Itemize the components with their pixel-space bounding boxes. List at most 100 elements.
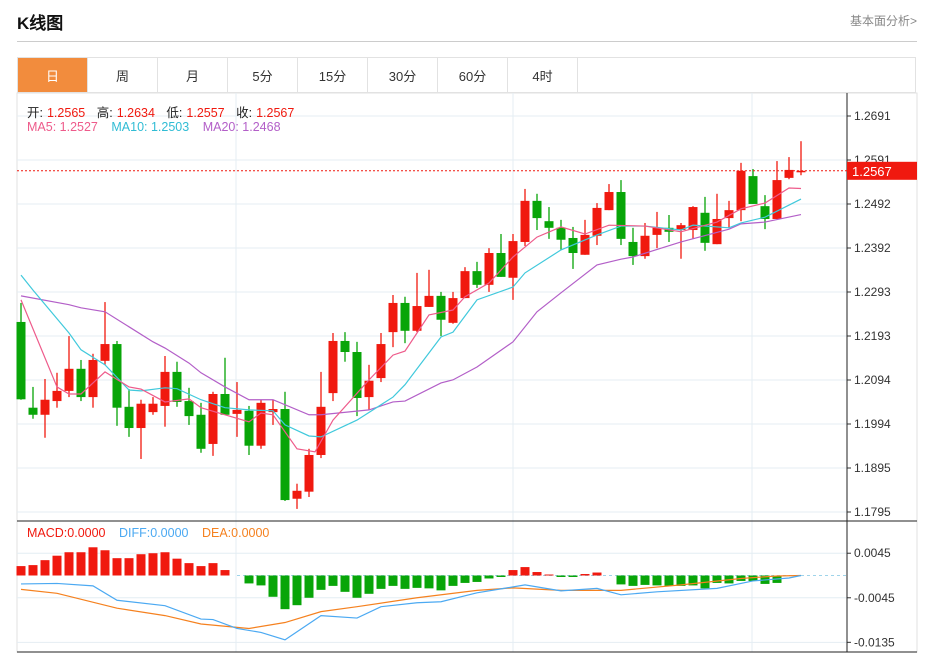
macd-bar [496, 575, 506, 577]
candle-down[interactable] [616, 192, 626, 239]
candle-up[interactable] [508, 241, 518, 278]
candle-down[interactable] [472, 271, 482, 285]
macd-bar [196, 566, 206, 576]
macd-bar [544, 574, 554, 576]
candle-down[interactable] [220, 393, 230, 415]
candle-up[interactable] [316, 406, 326, 455]
candle-down[interactable] [760, 206, 770, 219]
macd-bar [424, 575, 434, 589]
open-label: 开: [27, 106, 43, 120]
tab-week[interactable]: 周 [88, 58, 158, 92]
macd-bar [580, 574, 590, 576]
candle-up[interactable] [772, 180, 782, 219]
candle-down[interactable] [628, 241, 638, 257]
candle-up[interactable] [208, 393, 218, 444]
macd-bar [64, 552, 74, 576]
candle-up[interactable] [376, 344, 386, 379]
ohlc-legend: 开: 1.2565 高: 1.2634 低: 1.2557 收: 1.2567 [27, 102, 302, 121]
candle-down[interactable] [532, 200, 542, 219]
candle-up[interactable] [364, 380, 374, 398]
macd-bar [304, 575, 314, 598]
candle-down[interactable] [436, 295, 446, 320]
macd-bar [160, 552, 170, 576]
candle-up[interactable] [64, 368, 74, 391]
current-price-badge [847, 161, 917, 180]
candle-up[interactable] [796, 170, 806, 173]
candle-up[interactable] [520, 200, 530, 242]
candle-down[interactable] [124, 406, 134, 429]
macd-bar [268, 575, 278, 597]
candle-down[interactable] [496, 253, 506, 277]
candle-down[interactable] [748, 176, 758, 204]
candle-up[interactable] [232, 409, 242, 414]
candle-up[interactable] [784, 169, 794, 178]
macd-bar [520, 567, 530, 576]
candle-up[interactable] [676, 225, 686, 231]
candle-up[interactable] [148, 403, 158, 413]
candle-up[interactable] [328, 340, 338, 394]
candle-down[interactable] [28, 407, 38, 415]
open-value: 1.2565 [46, 106, 86, 120]
y-tick-label: 1.1994 [854, 417, 891, 431]
macd-bar [16, 566, 26, 576]
candle-up[interactable] [136, 403, 146, 429]
macd-bar [616, 575, 626, 585]
macd-bar [184, 563, 194, 576]
tab-day[interactable]: 日 [18, 58, 88, 92]
macd-bar [472, 575, 482, 582]
candle-down[interactable] [280, 409, 290, 501]
candle-down[interactable] [352, 352, 362, 398]
candle-up[interactable] [580, 234, 590, 255]
candle-up[interactable] [460, 271, 470, 299]
ma10-line [20, 198, 802, 438]
candle-up[interactable] [412, 306, 422, 331]
candle-down[interactable] [196, 414, 206, 449]
candle-up[interactable] [88, 359, 98, 398]
candle-up[interactable] [484, 253, 494, 285]
candle-up[interactable] [604, 192, 614, 211]
macd-bar [412, 575, 422, 588]
candle-down[interactable] [16, 321, 26, 400]
y-tick-label: 1.2492 [854, 197, 891, 211]
candle-down[interactable] [544, 221, 554, 228]
candle-up[interactable] [592, 207, 602, 236]
candle-up[interactable] [304, 454, 314, 492]
candle-up[interactable] [292, 490, 302, 499]
dea-line [20, 574, 802, 630]
candle-up[interactable] [388, 302, 398, 333]
tab-15min[interactable]: 15分 [298, 58, 368, 92]
candle-up[interactable] [424, 295, 434, 307]
fundamental-analysis-link[interactable]: 基本面分析> [849, 14, 917, 28]
candle-up[interactable] [160, 371, 170, 406]
candle-down[interactable] [76, 368, 86, 398]
candle-up[interactable] [100, 344, 110, 361]
candle-up[interactable] [256, 402, 266, 446]
tab-60min[interactable]: 60分 [438, 58, 508, 92]
candle-down[interactable] [340, 340, 350, 353]
tab-4hour[interactable]: 4时 [508, 58, 578, 92]
candle-down[interactable] [400, 302, 410, 331]
candle-up[interactable] [52, 390, 62, 402]
candle-up[interactable] [40, 399, 50, 415]
candle-down[interactable] [112, 344, 122, 408]
candle-up[interactable] [724, 210, 734, 219]
candle-up[interactable] [712, 218, 722, 245]
tab-30min[interactable]: 30分 [368, 58, 438, 92]
candle-down[interactable] [172, 371, 182, 402]
tab-month[interactable]: 月 [158, 58, 228, 92]
candle-down[interactable] [700, 212, 710, 243]
candle-up[interactable] [640, 235, 650, 257]
macd-bar [244, 575, 254, 584]
macd-bar [52, 555, 62, 576]
candle-down[interactable] [184, 401, 194, 417]
candle-down[interactable] [556, 227, 566, 240]
high-value: 1.2634 [116, 106, 155, 120]
candle-up[interactable] [736, 170, 746, 211]
macd-bar [316, 575, 326, 590]
macd-bar [148, 553, 158, 576]
candle-down[interactable] [244, 410, 254, 446]
candle-up[interactable] [688, 207, 698, 231]
tab-5min[interactable]: 5分 [228, 58, 298, 92]
candle-up[interactable] [652, 227, 662, 235]
